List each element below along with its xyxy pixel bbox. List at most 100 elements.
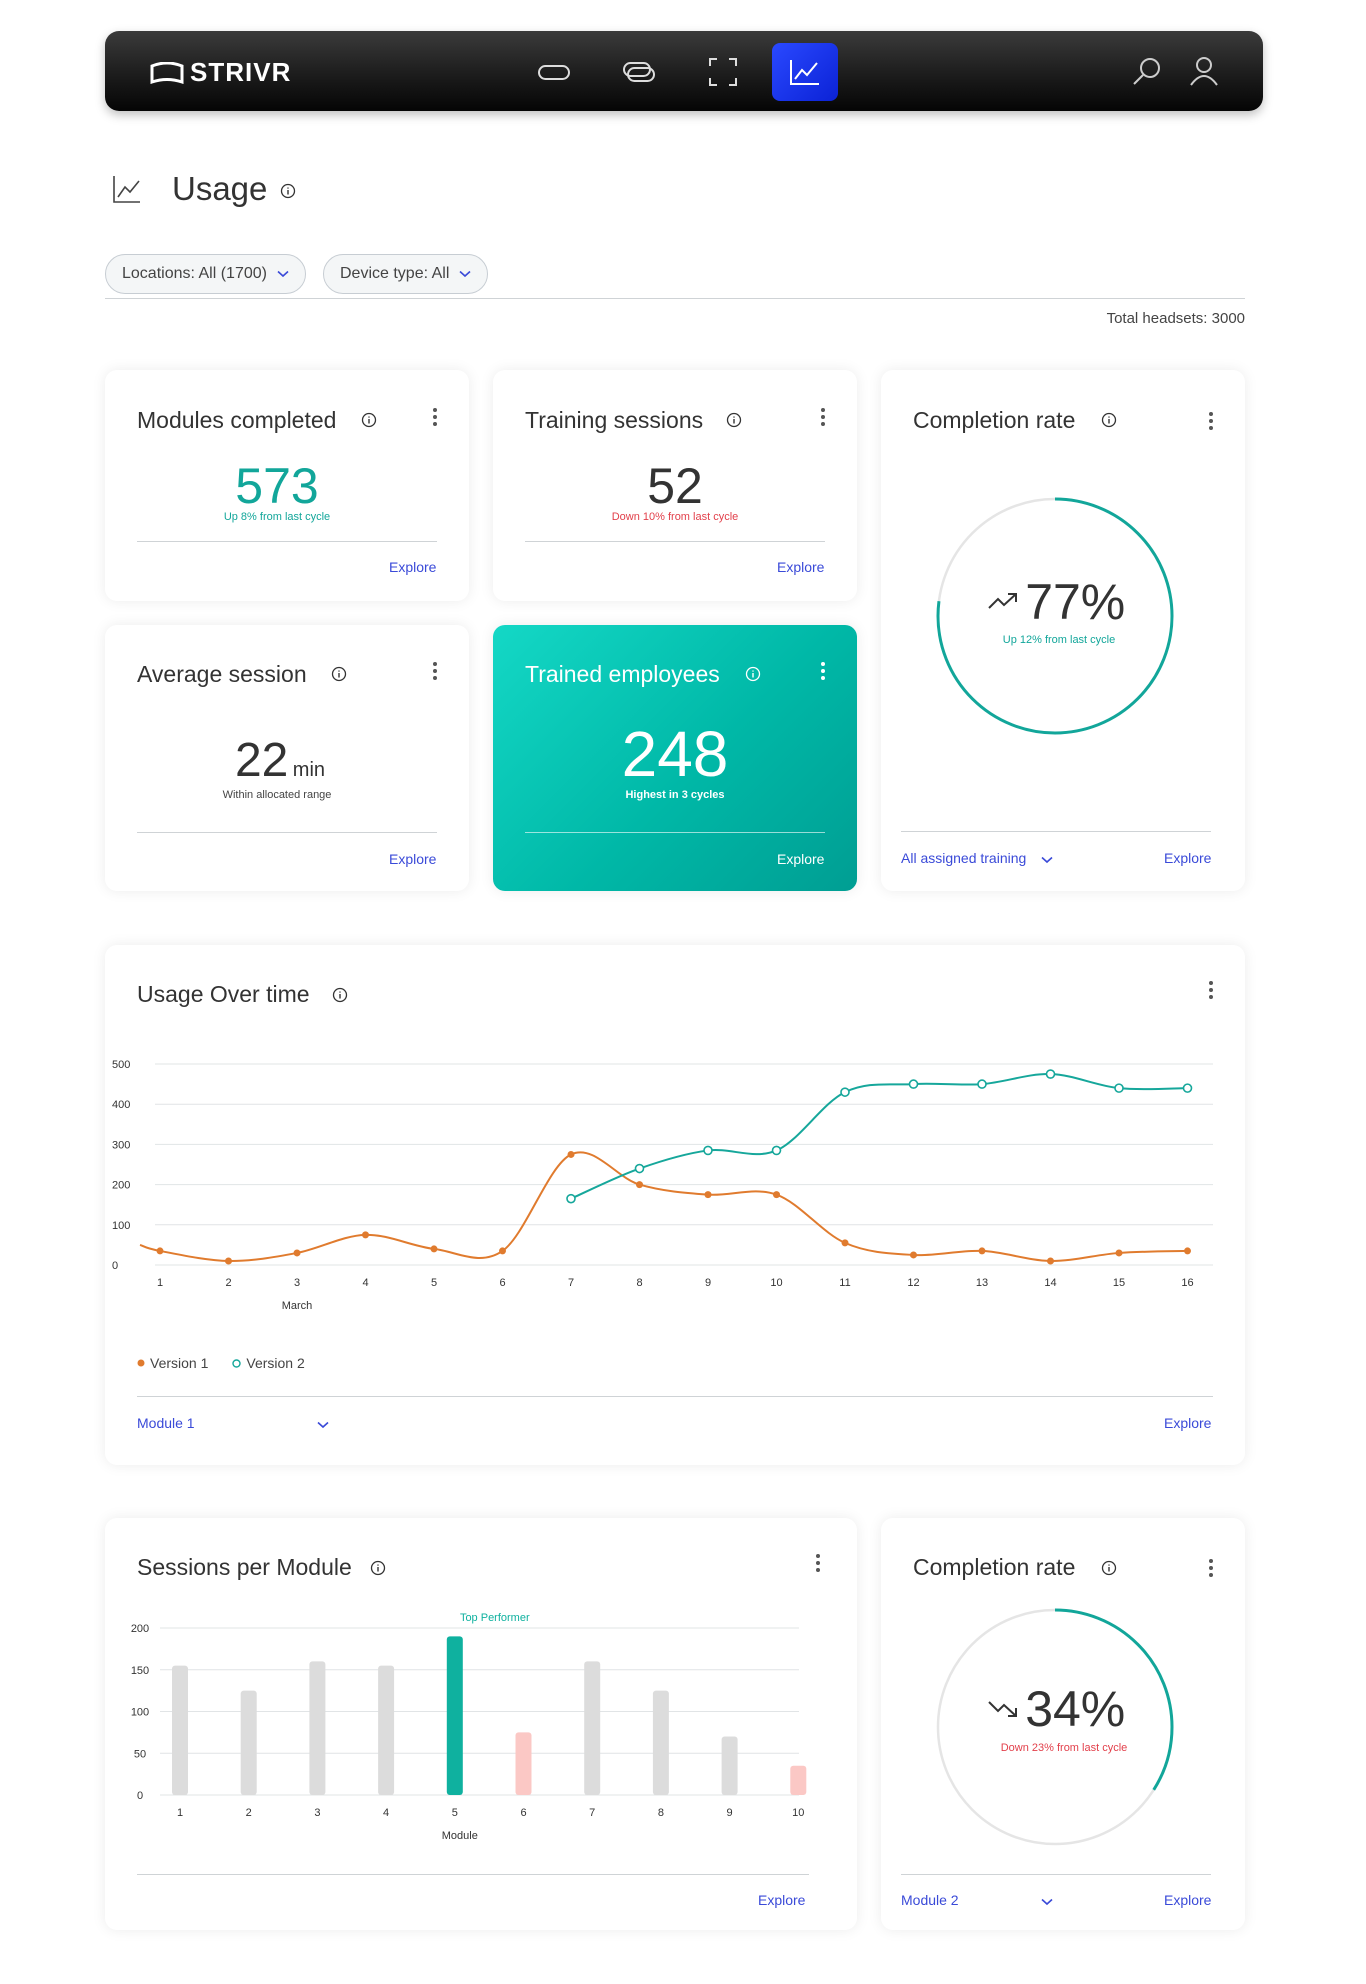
info-icon[interactable] [370,1560,386,1576]
bar-module-2 [240,1690,257,1795]
completion-rate-trend: Up 12% from last cycle [1002,634,1116,646]
chart-icon [790,60,819,85]
data-point [771,1145,782,1156]
x-tick-label: 3 [314,1807,320,1819]
legend-version-2[interactable]: Version 2 [232,1355,305,1371]
bar-module-8 [652,1690,669,1795]
headset-icon [538,65,570,80]
x-tick-label: 1 [177,1807,183,1819]
data-point [636,1181,643,1189]
module-selector[interactable]: Module 2 [901,1892,959,1908]
completion-rate-trend: Down 23% from last cycle [1000,1742,1128,1754]
more-options-icon[interactable] [820,408,826,428]
nav-headset-button[interactable] [521,43,587,101]
strivr-logo[interactable]: STRIVR [150,57,291,88]
explore-link[interactable]: Explore [758,1892,806,1908]
data-point [1114,1083,1124,1093]
info-icon[interactable] [726,412,742,428]
more-options-icon[interactable] [432,408,438,428]
locations-filter[interactable]: Locations: All (1700) [105,254,306,294]
explore-link[interactable]: Explore [1164,1892,1212,1908]
y-tick-label: 0 [112,1260,118,1272]
data-point [908,1079,919,1089]
x-tick-label: 7 [589,1807,595,1819]
devices-icon [623,62,655,82]
data-point [430,1245,438,1253]
data-point [634,1163,645,1174]
info-icon[interactable] [1101,1560,1117,1576]
y-tick-label: 150 [131,1665,149,1677]
search-icon[interactable] [1131,55,1163,87]
data-point [566,1193,576,1204]
x-tick-label: 6 [499,1277,505,1289]
x-tick-label: 7 [568,1277,574,1289]
user-icon[interactable] [1188,55,1220,87]
more-options-icon[interactable] [1208,1559,1214,1579]
training-sessions-trend: Down 10% from last cycle [611,511,739,523]
page-title: Usage [172,170,268,207]
explore-link[interactable]: Explore [777,559,825,575]
explore-link[interactable]: Explore [777,851,825,867]
logo-text: STRIVR [190,57,292,87]
x-tick-label: 13 [976,1277,988,1289]
chevron-down-icon[interactable] [1041,856,1053,864]
x-tick-label: 11 [839,1277,850,1289]
module-selector[interactable]: Module 1 [137,1415,195,1431]
more-options-icon[interactable] [820,662,826,682]
modules-completed-trend: Up 8% from last cycle [223,511,331,523]
completion-rate-value-group: 34% [881,1680,1231,1738]
explore-link[interactable]: Explore [1164,1415,1212,1431]
x-tick-label: 10 [770,1277,782,1289]
training-selector[interactable]: All assigned training [901,850,1026,866]
explore-link[interactable]: Explore [1164,850,1212,866]
card-title: Completion rate [913,407,1076,433]
total-headsets: Total headsets: 3000 [1106,310,1245,327]
nav-fullscreen-button[interactable] [690,43,756,101]
modules-completed-card: Modules completed 573 Up 8% from last cy… [105,370,469,601]
completion-rate-value: 77% [1025,574,1126,630]
more-options-icon[interactable] [1208,412,1214,432]
page-info-icon[interactable] [280,183,296,199]
data-point [1182,1083,1193,1093]
info-icon[interactable] [745,666,761,682]
completion-rate-card: Completion rate 77% Up 12% from last cyc… [881,370,1245,891]
data-point [978,1247,986,1255]
chevron-down-icon [277,270,289,278]
chevron-down-icon[interactable] [317,1421,329,1429]
trained-employees-value: 248 [621,718,729,790]
explore-link[interactable]: Explore [389,851,437,867]
data-point [293,1249,301,1257]
more-options-icon[interactable] [1208,981,1214,1001]
x-tick-label: 8 [658,1807,664,1819]
info-icon[interactable] [332,987,348,1003]
legend-marker-filled-icon [137,1359,145,1367]
data-point [910,1251,917,1259]
nav-chart-button[interactable] [772,43,838,101]
legend-version-1[interactable]: Version 1 [137,1355,208,1371]
more-options-icon[interactable] [432,662,438,682]
nav-devices-button[interactable] [606,43,672,101]
info-icon[interactable] [331,666,347,682]
sessions-bar-chart: 0 50 100 150 200 1 2 3 4 5 6 7 8 9 10 Top Performer Modu… [131,1612,807,1842]
device-type-filter[interactable]: Device type: All [323,254,489,294]
bar-module-5 [446,1636,463,1795]
explore-link[interactable]: Explore [389,559,437,575]
card-title: Training sessions [525,407,704,433]
info-icon[interactable] [361,412,377,428]
more-options-icon[interactable] [815,1554,821,1574]
x-tick-label: 6 [520,1807,526,1819]
chevron-down-icon[interactable] [1041,1898,1053,1906]
data-point [840,1087,850,1097]
bar-module-1 [172,1665,188,1795]
data-point [225,1257,232,1265]
average-session-value: 22 [234,734,289,787]
info-icon[interactable] [1101,412,1117,428]
locations-filter-label: Locations: All (1700) [122,265,267,282]
card-title: Completion rate [913,1554,1076,1580]
modules-completed-value: 573 [235,458,319,514]
x-tick-label: 10 [792,1807,804,1819]
x-axis-label: Module [442,1830,478,1842]
training-sessions-value: 52 [647,458,703,514]
average-session-note: Within allocated range [222,789,332,801]
